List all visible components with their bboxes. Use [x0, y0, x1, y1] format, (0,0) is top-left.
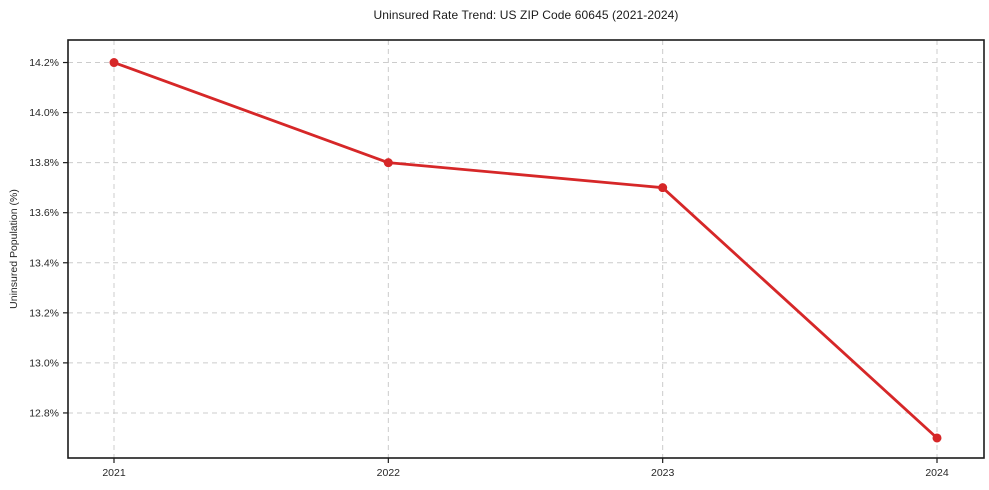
- axis-ticks-and-labels: 12.8% 13.0% 13.2% 13.4% 13.6% 13.8% 14.0% 14.2%…: [29, 57, 949, 479]
- x-tick-label: 2022: [377, 467, 401, 479]
- x-tick-label: 2023: [651, 467, 675, 479]
- y-tick-label: 13.4%: [29, 257, 59, 269]
- chart-title: Uninsured Rate Trend: US ZIP Code 60645 …: [373, 8, 679, 22]
- y-tick-label: 13.2%: [29, 307, 59, 319]
- plot-border: [67, 39, 985, 459]
- x-tick-label: 2021: [102, 467, 126, 479]
- y-tick-label: 13.6%: [29, 207, 59, 219]
- data-point-marker: [658, 183, 668, 193]
- y-tick-label: 13.0%: [29, 357, 59, 369]
- y-tick-label: 13.8%: [29, 157, 59, 169]
- gridlines: [68, 40, 984, 458]
- x-tick-label: 2024: [925, 467, 949, 479]
- data-point-marker: [383, 158, 393, 168]
- y-tick-label: 14.0%: [29, 107, 59, 119]
- y-tick-label: 12.8%: [29, 407, 59, 419]
- y-tick-label: 14.2%: [29, 57, 59, 69]
- data-point-marker: [932, 433, 942, 443]
- data-point-marker: [109, 58, 119, 68]
- trend-line: [112, 61, 939, 440]
